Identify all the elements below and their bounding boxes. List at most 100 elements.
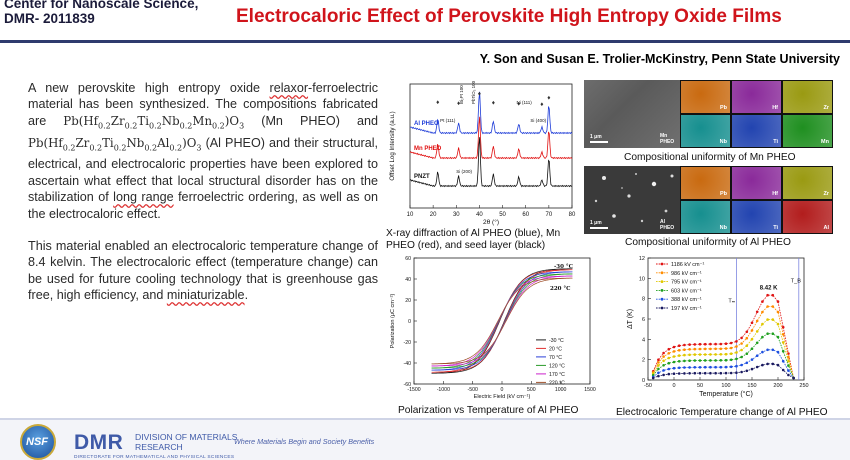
- ec-point: [719, 365, 723, 369]
- xrd-peak-marker: ♦: [491, 100, 495, 106]
- sem-mn-scalebar: [590, 141, 608, 143]
- xrd-peak-label-pt: PbTiO₃ 100: [471, 80, 476, 104]
- xrd-frame: [409, 83, 573, 209]
- ec-point: [677, 349, 681, 352]
- ec-point: [771, 293, 775, 297]
- ec-point: [693, 359, 697, 362]
- ec-point: [703, 365, 707, 369]
- xrd-series-line: [409, 137, 572, 188]
- ec-point: [781, 359, 785, 363]
- ec-point: [729, 358, 733, 362]
- p1-al-label: (Al PHEO) and their structural, electric…: [28, 135, 378, 205]
- sem-al-tile-ti: Ti: [731, 200, 782, 234]
- xrd-xtick-label: 20: [430, 212, 437, 218]
- xrd-annotation-pt: Pt (111): [440, 118, 456, 123]
- ec-point: [745, 330, 749, 334]
- ec-point: [735, 357, 738, 361]
- ec-point: [729, 365, 733, 369]
- ec-point: [761, 335, 764, 339]
- p2-text: This material enabled an electrocaloric …: [28, 238, 378, 303]
- nsf-logo: [20, 424, 56, 460]
- authors-line: Y. Son and Susan E. Trolier-McKinstry, P…: [479, 52, 840, 66]
- ec-point: [724, 358, 728, 362]
- ec-point: [787, 369, 790, 372]
- ec-point: [714, 342, 717, 346]
- xrd-xtick-label: 10: [407, 212, 414, 218]
- ec-point: [776, 363, 780, 367]
- xrd-series-label: Mn PHEO: [414, 146, 442, 152]
- p1-mn-label: (Mn PHEO) and: [261, 113, 379, 128]
- slide-title: Electrocaloric Effect of Perovskite High…: [236, 6, 782, 27]
- pe-ytick-label: -40: [404, 361, 412, 367]
- p1-text-b: -ferroelectric material has been synthes…: [28, 81, 379, 128]
- xrd-xtick-label: 80: [569, 212, 576, 218]
- ec-point: [698, 371, 702, 375]
- ec-point: [698, 359, 702, 362]
- ec-point: [683, 353, 686, 357]
- ec-point: [709, 342, 712, 346]
- xrd-peak-marker: ♦: [477, 91, 481, 97]
- ec-point: [714, 365, 717, 369]
- ec-point: [766, 305, 769, 308]
- sem-al-tile-label: Pb: [719, 191, 727, 197]
- ec-point: [667, 361, 671, 365]
- pe-caption: Polarization vs Temperature of Al PHEO: [398, 405, 579, 416]
- ec-ytick-label: 2: [642, 358, 645, 364]
- ec-point: [709, 365, 712, 369]
- ec-point: [657, 358, 660, 361]
- sem-al-tile-pb: Pb: [680, 166, 731, 200]
- pe-loop-branch: [431, 277, 573, 365]
- ec-point: [662, 364, 665, 367]
- ec-point: [677, 360, 681, 363]
- ec-point: [776, 335, 780, 339]
- ec-legend-label: 795 kV cm⁻¹: [671, 280, 702, 286]
- slide-header: Center for Nanoscale Science, DMR- 20118…: [0, 0, 850, 40]
- ec-legend-label: 388 kV cm⁻¹: [671, 297, 702, 303]
- ec-point: [677, 354, 681, 357]
- xrd-xtick-label: 70: [546, 212, 553, 218]
- ec-point: [771, 362, 775, 366]
- ec-point: [771, 332, 775, 335]
- ec-point: [755, 365, 759, 369]
- ec-point: [667, 347, 671, 351]
- p2-miniaturizable: miniaturizable: [166, 288, 245, 303]
- footer: NSF DMR DIVISION OF MATERIALS RESEARCH D…: [0, 420, 850, 460]
- ec-point: [766, 348, 769, 352]
- ec-point: [688, 343, 691, 346]
- xrd-peak-marker: ♦: [547, 96, 551, 102]
- ec-point: [781, 333, 785, 336]
- ec-point: [755, 341, 759, 345]
- ec-point: [698, 342, 702, 346]
- ec-point: [683, 348, 686, 351]
- xrd-series-line: [409, 116, 573, 160]
- formula-al-pheo: Pb(Hf0.2Zr0.2Ti0.2Nb0.2Al0.2)O3: [28, 135, 202, 152]
- ec-series-line: [652, 349, 794, 379]
- ec-point: [719, 359, 723, 362]
- ec-point: [672, 360, 676, 364]
- ec-point: [755, 330, 759, 333]
- ec-point: [719, 371, 723, 375]
- sem-al-image: 1 μm Al PHEO: [584, 166, 680, 234]
- xrd-ylabel: Offset Log Intensity (a.u.): [389, 111, 396, 180]
- sem-al-tile-label: Al: [823, 225, 830, 231]
- ec-point: [740, 355, 743, 359]
- ec-point: [761, 363, 764, 367]
- ec-series-line: [652, 333, 794, 379]
- p1-relaxor: relaxor: [269, 81, 309, 95]
- pe-xtick-label: -500: [467, 387, 477, 393]
- pe-xlabel: Electric Field (kV cm⁻¹): [474, 394, 531, 400]
- ec-point: [698, 347, 702, 351]
- ec-point: [662, 373, 665, 377]
- ec-point: [688, 359, 691, 362]
- ec-point: [672, 345, 676, 349]
- ec-point: [724, 352, 728, 356]
- pe-ytick-label: 0: [408, 319, 411, 325]
- ec-point: [703, 371, 707, 375]
- ec-annotation-tb: T_B: [791, 278, 801, 284]
- ec-point: [724, 371, 728, 375]
- ec-point: [740, 336, 743, 340]
- pe-ytick-label: -60: [404, 382, 412, 388]
- xrd-annotation-si400: Si (400): [530, 118, 546, 123]
- ec-point: [719, 347, 723, 351]
